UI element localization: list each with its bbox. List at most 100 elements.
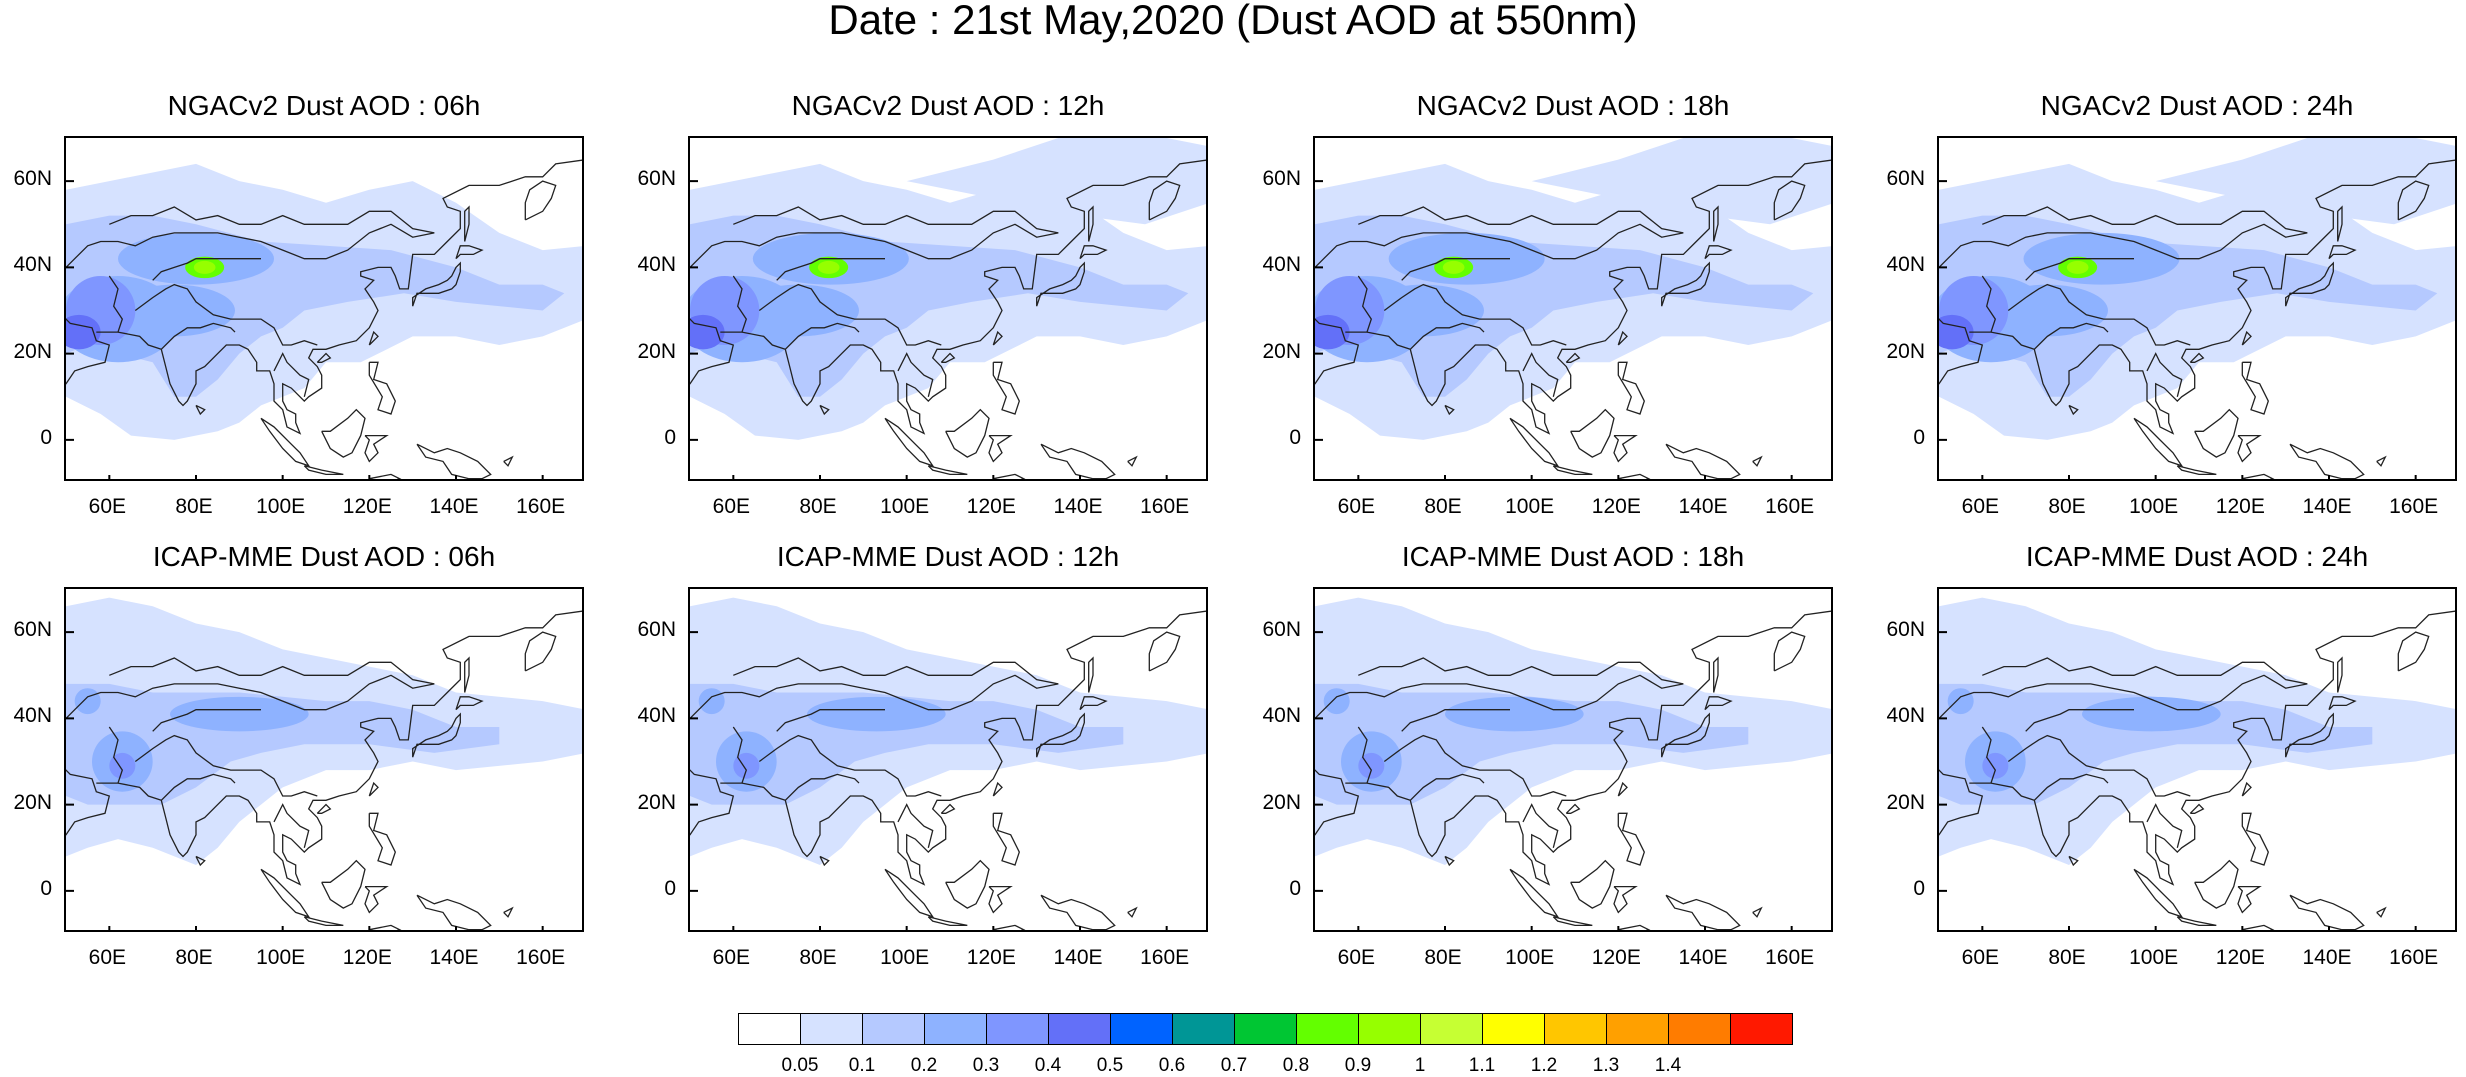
coastline — [945, 859, 990, 909]
lat-tick-label: 20N — [637, 339, 676, 363]
coastline — [160, 322, 236, 350]
colorbar-label: 1.3 — [1592, 1055, 1620, 1076]
coastline — [1036, 712, 1085, 758]
coastline — [690, 760, 735, 836]
map-panel — [688, 136, 1208, 481]
coastline — [1409, 322, 1485, 350]
dust-indo-gangetic — [737, 284, 859, 337]
coastline — [2176, 465, 2217, 476]
coastline — [1409, 773, 1485, 801]
lon-tick-label: 100E — [880, 495, 930, 518]
coastline — [2025, 258, 2134, 281]
panel-title: NGACv2 Dust AOD : 18h — [1416, 90, 1730, 121]
dust-aod-map — [1939, 597, 2455, 930]
coastline — [2176, 916, 2217, 927]
coastline — [940, 803, 956, 814]
lon-tick-label: 160E — [2389, 946, 2439, 969]
coastline — [195, 404, 206, 416]
coastline — [1127, 906, 1138, 918]
coastline — [2194, 408, 2239, 458]
panel-title: ICAP-MME Dust AOD : 24h — [2025, 541, 2369, 572]
coastline — [720, 610, 1206, 886]
coastline — [416, 443, 492, 479]
coastline — [1079, 696, 1108, 711]
coastline — [733, 657, 1059, 685]
coastline — [2285, 261, 2334, 307]
coastline — [2397, 631, 2430, 672]
lon-tick-label: 160E — [1140, 946, 1190, 969]
coastline — [758, 283, 942, 346]
coastline — [2241, 812, 2270, 866]
coastline — [897, 352, 934, 397]
lon-tick-label: 100E — [880, 946, 930, 969]
coastline — [1661, 712, 1710, 758]
coastline — [108, 275, 124, 333]
lon-tick-label: 140E — [1678, 946, 1728, 969]
coastline — [503, 906, 514, 918]
coastline — [1383, 283, 1567, 346]
dust-gulf-core — [66, 314, 101, 350]
coastline — [1148, 631, 1181, 672]
colorbar-label: 0.2 — [910, 1055, 938, 1076]
lon-tick-label: 120E — [342, 495, 392, 518]
panel-title: ICAP-MME Dust AOD : 12h — [776, 541, 1120, 572]
coastline — [1752, 906, 1763, 918]
lat-tick-label: 60N — [637, 618, 676, 642]
lat-tick-label: 0 — [1913, 425, 1925, 449]
coastline — [455, 696, 484, 711]
colorbar-swatch — [1048, 1013, 1111, 1045]
coastline — [690, 674, 1059, 719]
coastline — [96, 159, 582, 435]
coastline — [364, 434, 389, 463]
coastline — [66, 309, 111, 385]
coastline — [368, 361, 397, 415]
dust-caspian — [1323, 688, 1350, 715]
coastline — [940, 352, 956, 363]
coastline — [321, 859, 366, 909]
colorbar-swatch — [1358, 1013, 1421, 1045]
coastline — [1357, 726, 1373, 784]
coastline — [1617, 781, 1628, 797]
coastline — [1939, 309, 1984, 385]
coastline — [2033, 773, 2109, 801]
coastline — [1704, 696, 1733, 711]
coastline — [273, 803, 310, 848]
lon-tick-label: 120E — [1591, 495, 1641, 518]
coastline — [2337, 656, 2343, 693]
colorbar-label: 0.3 — [972, 1055, 1000, 1076]
coastline — [1939, 674, 2308, 719]
dust-aod-map — [690, 597, 1206, 930]
panel-title: NGACv2 Dust AOD : 12h — [791, 90, 1105, 121]
coastline — [2133, 868, 2184, 919]
colorbar-swatch — [800, 1013, 863, 1045]
coastline — [1383, 734, 1567, 797]
coastline — [927, 465, 968, 476]
lat-tick-label: 20N — [1262, 790, 1301, 814]
colorbar-label: 0.6 — [1158, 1055, 1186, 1076]
dust-gulf-core — [690, 314, 725, 350]
coastline — [720, 159, 1206, 435]
coastline — [1618, 924, 1651, 930]
coastline — [2068, 404, 2079, 416]
colorbar-swatch — [1420, 1013, 1483, 1045]
coastline — [1444, 404, 1455, 416]
coastline — [776, 258, 885, 281]
lat-tick-label: 20N — [1886, 790, 1925, 814]
coastline — [884, 868, 935, 919]
colorbar-swatch — [1606, 1013, 1669, 1045]
colorbar-swatch — [1110, 1013, 1173, 1045]
colorbar-swatch — [1234, 1013, 1297, 1045]
map-panel — [1937, 587, 2457, 932]
coastline — [455, 245, 484, 260]
coastline — [1981, 275, 1997, 333]
dust-aod-map — [66, 597, 582, 930]
lon-tick-label: 80E — [799, 946, 837, 969]
dust-peak-inner — [1442, 260, 1465, 274]
coastline — [1773, 631, 1806, 672]
dust-aod-map — [66, 138, 582, 479]
lat-tick-label: 60N — [13, 167, 52, 191]
coastline — [1939, 760, 1984, 836]
coastline — [992, 812, 1021, 866]
lat-tick-label: 20N — [1886, 339, 1925, 363]
coastline — [784, 322, 860, 350]
